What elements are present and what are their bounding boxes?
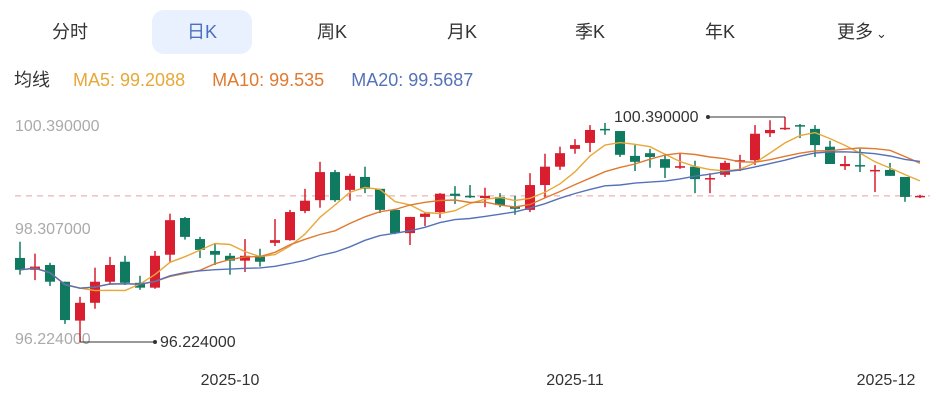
candle-body — [585, 129, 595, 143]
candle-body — [705, 178, 715, 180]
candle-body — [840, 163, 850, 167]
candle-body — [405, 216, 415, 234]
candle-body — [15, 257, 25, 270]
candle-body — [870, 169, 880, 172]
candle-body — [180, 217, 190, 237]
y-tick-label: 100.390000 — [15, 118, 100, 135]
candle-body — [165, 220, 175, 255]
candle-body — [660, 159, 670, 168]
legend-ma20: MA20: 99.5687 — [351, 70, 474, 90]
candle-body — [195, 239, 205, 250]
max-price-label: 100.390000 — [614, 109, 699, 126]
tab-more[interactable]: 更多 ⌄ — [812, 10, 912, 54]
candle-body — [225, 255, 235, 261]
tab-weekly-k[interactable]: 周K — [316, 22, 347, 42]
tab-quarterly-k[interactable]: 季K — [574, 22, 605, 42]
candle-body — [495, 196, 505, 206]
candle-body — [855, 165, 865, 167]
ma5-line — [19, 131, 921, 292]
candle-body — [210, 250, 220, 255]
candle-body — [795, 125, 805, 127]
candle-body — [525, 185, 535, 210]
candle-body — [240, 255, 250, 261]
candle-body — [630, 155, 640, 162]
candle-body — [600, 128, 610, 131]
candle-body — [690, 166, 700, 180]
tab-monthly-k[interactable]: 月K — [446, 22, 477, 42]
candle-body — [75, 302, 85, 321]
candle-body — [285, 212, 295, 241]
x-tick-label: 2025-11 — [546, 372, 604, 389]
candle-body — [255, 255, 265, 262]
tab-yearly-k[interactable]: 年K — [704, 22, 735, 42]
max-price-dot — [706, 115, 710, 119]
candle-body — [345, 175, 355, 190]
candle-body — [750, 133, 760, 161]
legend-title: 均线 — [14, 70, 50, 90]
min-price-label: 96.224000 — [160, 334, 236, 351]
candle-body — [765, 129, 775, 134]
candle-body — [435, 193, 445, 213]
candle-body — [900, 176, 910, 197]
candle-body — [375, 188, 385, 210]
tab-more-label: 更多 — [837, 22, 874, 42]
candle-body — [315, 172, 325, 201]
candle-body — [270, 240, 280, 243]
candle-body — [60, 281, 70, 321]
candle-body — [780, 127, 790, 130]
candle-body — [390, 209, 400, 234]
candle-body — [465, 195, 475, 198]
candle-body — [645, 153, 655, 157]
candle-body — [825, 146, 835, 164]
candle-body — [810, 128, 820, 146]
period-tabs: 分时 日K 周K 月K 季K 年K 更多 ⌄ — [0, 10, 938, 54]
candle-body — [675, 166, 685, 168]
candle-body — [720, 162, 730, 175]
candle-body — [480, 195, 490, 199]
candle-body — [120, 261, 130, 283]
legend-ma10: MA10: 99.535 — [212, 70, 325, 90]
chevron-down-icon: ⌄ — [876, 26, 887, 41]
tab-daily-k[interactable]: 日K — [152, 10, 252, 54]
candle-body — [360, 176, 370, 189]
y-tick-label: 98.307000 — [15, 221, 91, 238]
candle-body — [300, 200, 310, 211]
candle-body — [420, 213, 430, 217]
tab-intraday[interactable]: 分时 — [52, 22, 88, 42]
candle-body — [135, 282, 145, 288]
ma-legend: 均线 MA5: 99.2088 MA10: 99.535 MA20: 99.56… — [14, 66, 491, 92]
y-tick-label: 96.224000 — [15, 331, 91, 348]
candle-body — [540, 166, 550, 186]
min-price-dot — [153, 340, 157, 344]
candle-body — [570, 145, 580, 149]
candle-body — [105, 264, 115, 282]
x-tick-label: 2025-10 — [201, 372, 260, 389]
candle-body — [450, 193, 460, 196]
candle-body — [915, 195, 925, 198]
candle-body — [735, 160, 745, 162]
ma20-line — [19, 151, 921, 289]
candle-body — [885, 169, 895, 176]
candle-body — [330, 172, 340, 201]
candle-body — [150, 255, 160, 288]
candle-body — [555, 153, 565, 167]
legend-ma5: MA5: 99.2088 — [73, 70, 186, 90]
x-tick-label: 2025-12 — [857, 372, 916, 389]
candle-body — [90, 281, 100, 303]
